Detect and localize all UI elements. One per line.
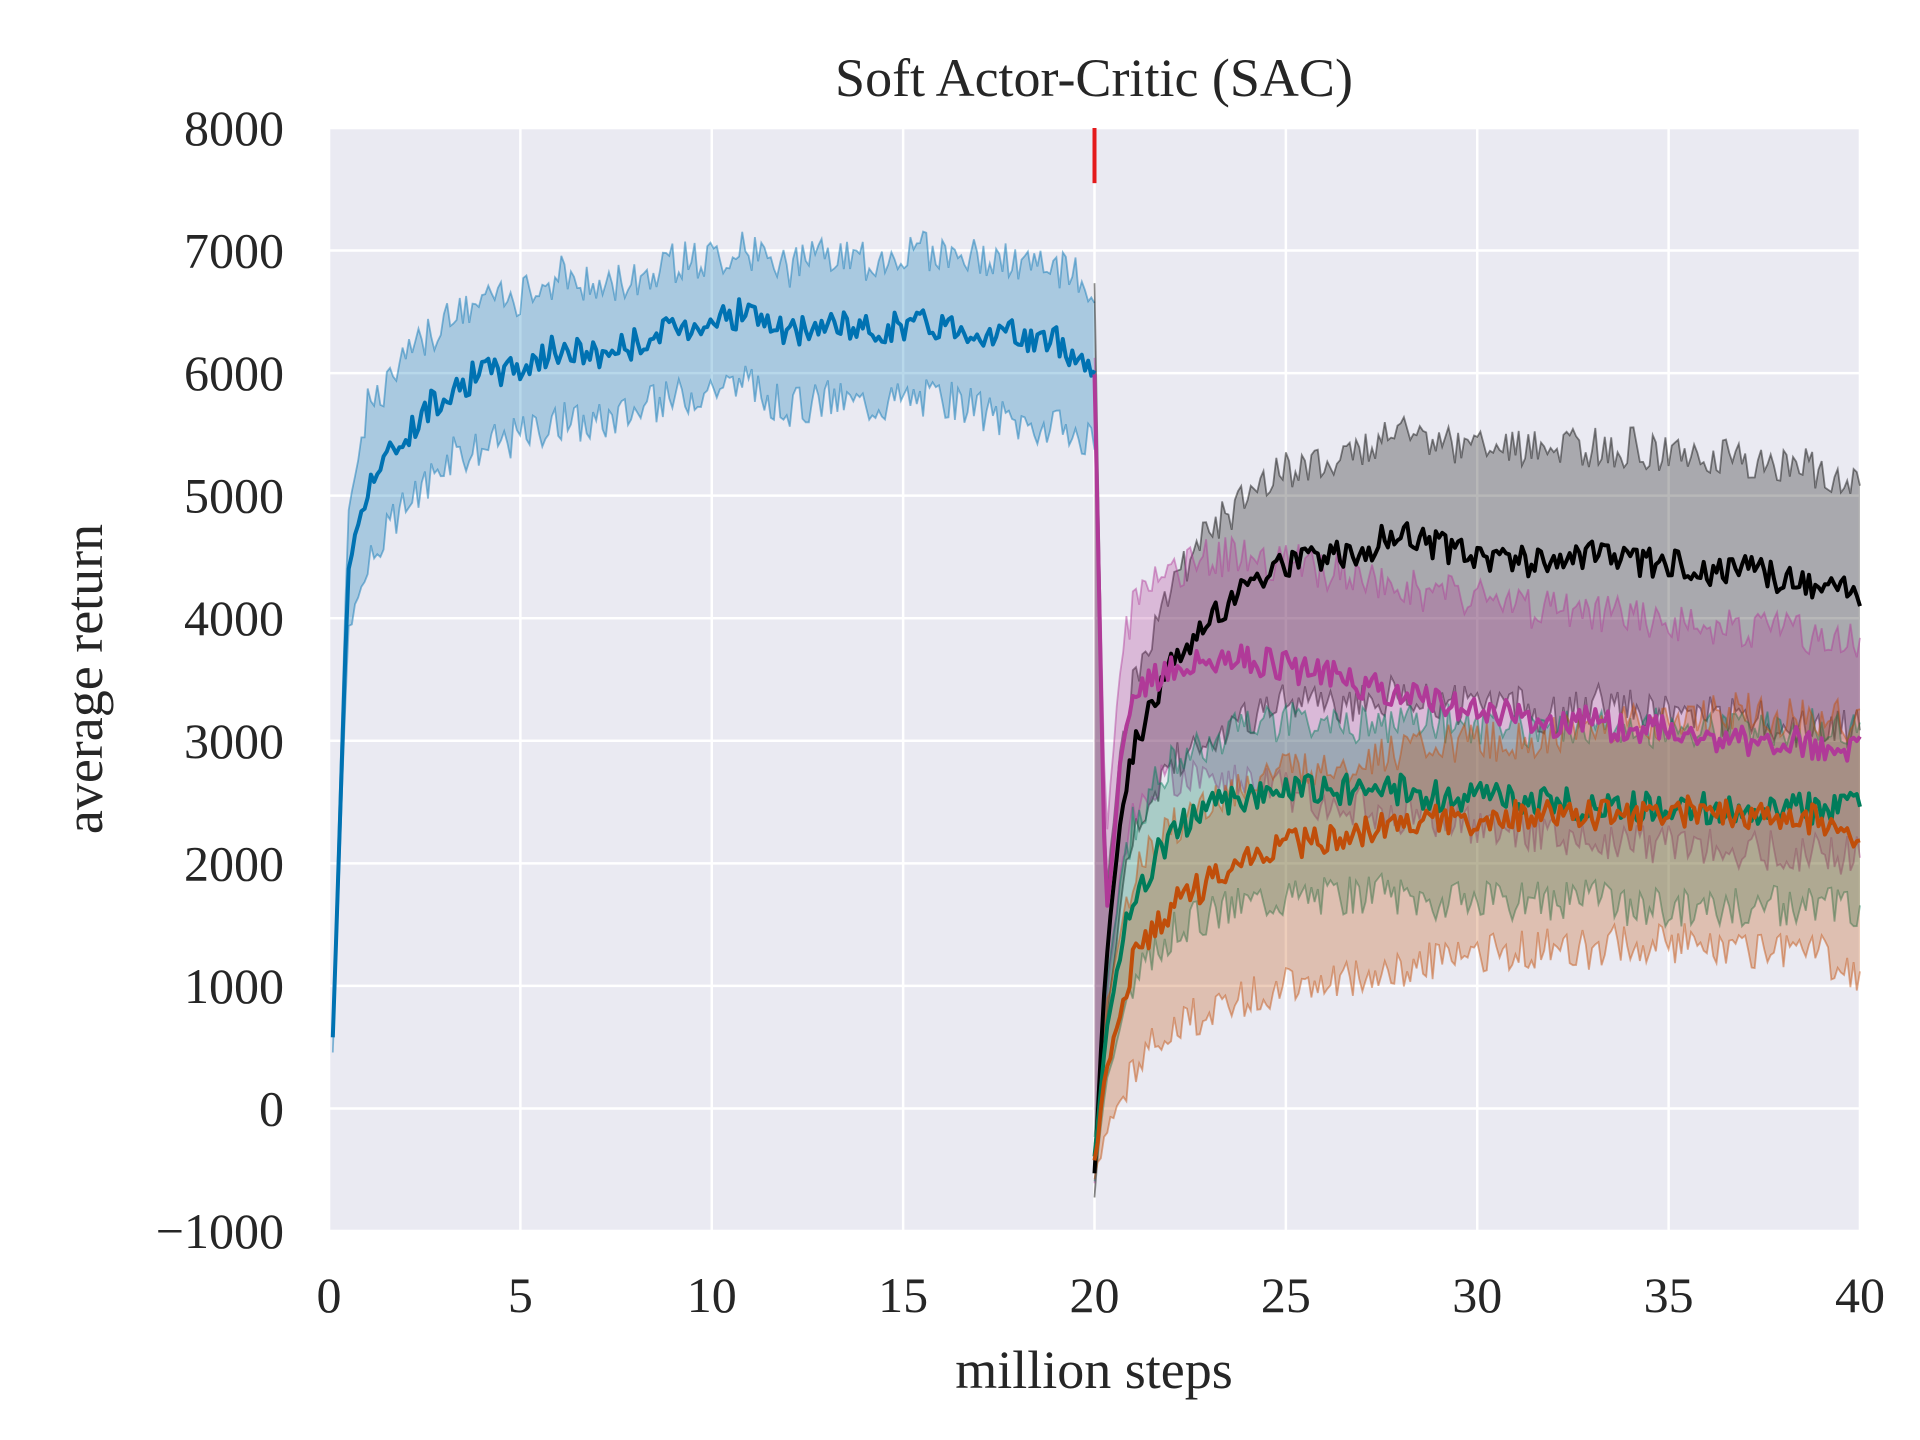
y-axis-label: average return	[54, 524, 114, 834]
y-tick-label: 5000	[184, 468, 284, 524]
chart-title: Soft Actor-Critic (SAC)	[835, 48, 1353, 108]
y-tick-label: 2000	[184, 835, 284, 891]
series-line	[1092, 772, 1862, 1157]
confidence-band	[1094, 283, 1860, 1198]
x-tick-label: 20	[1070, 1267, 1120, 1323]
band-upper-edge	[1093, 357, 1861, 830]
x-tick-label: 10	[687, 1267, 737, 1323]
y-tick-label: 0	[259, 1080, 284, 1136]
x-axis-label: million steps	[955, 1340, 1233, 1400]
x-tick-labels: 0 5 10 15 20 25 30 35 40	[317, 1267, 1886, 1323]
x-tick-label: 35	[1644, 1267, 1694, 1323]
band-upper-edge	[1093, 283, 1861, 886]
band-lower-edge	[1093, 673, 1861, 1198]
confidence-band	[1094, 701, 1860, 1182]
x-tick-label: 5	[508, 1267, 533, 1323]
series-line	[1092, 521, 1862, 1174]
band-upper-edge	[1093, 692, 1861, 1145]
band-lower-edge	[1093, 921, 1861, 1180]
series-lines	[330, 297, 1862, 1174]
x-tick-label: 25	[1261, 1267, 1311, 1323]
confidence-band	[332, 231, 1095, 1053]
y-tick-label: 8000	[184, 100, 284, 156]
x-tick-label: 30	[1452, 1267, 1502, 1323]
x-tick-label: 40	[1835, 1267, 1885, 1323]
x-tick-label: 0	[317, 1267, 342, 1323]
grid	[327, 126, 1862, 1233]
y-tick-labels: −1000 0 1000 2000 3000 4000 5000 6000 7000 8000	[156, 100, 284, 1259]
band-lower-edge	[331, 365, 1096, 1053]
series-line	[330, 297, 1097, 1038]
y-tick-label: 6000	[184, 345, 284, 401]
band-lower-edge	[1093, 871, 1861, 1182]
y-tick-label: 3000	[184, 713, 284, 769]
band-upper-edge	[331, 230, 1096, 1030]
series-line	[1092, 794, 1861, 1161]
y-tick-label: 1000	[184, 958, 284, 1014]
y-tick-label: −1000	[156, 1203, 284, 1259]
series-line	[1092, 374, 1862, 908]
y-tick-label: 7000	[184, 223, 284, 279]
confidence-band	[1094, 357, 1860, 1184]
x-tick-label: 15	[878, 1267, 928, 1323]
y-tick-label: 4000	[184, 590, 284, 646]
band-lower-edge	[1093, 759, 1861, 1184]
